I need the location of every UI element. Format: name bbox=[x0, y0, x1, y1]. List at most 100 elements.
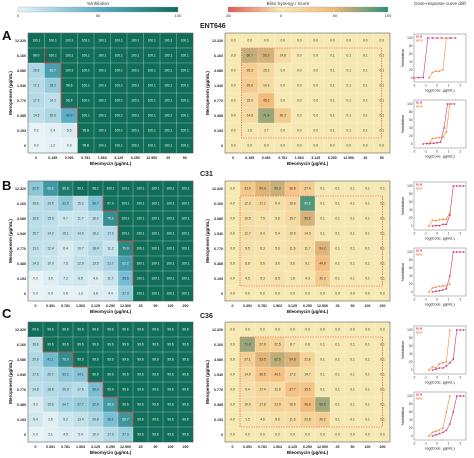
cell-value-label: 0.0 bbox=[231, 114, 236, 118]
cell-value-label: 34.1 bbox=[77, 373, 83, 377]
cell-value-label: 37.7 bbox=[289, 388, 295, 392]
cell-value-label: 3.7 bbox=[264, 129, 269, 133]
series-point bbox=[431, 369, 434, 371]
series-point bbox=[435, 367, 437, 369]
heatmap-frame bbox=[224, 321, 391, 443]
cell-value-label: 0.9 bbox=[67, 144, 72, 148]
series-point bbox=[441, 361, 444, 364]
panel-b-subtitle: C31 bbox=[200, 171, 213, 178]
synergy-boundary bbox=[102, 196, 134, 286]
cell-value-label: 0.0 bbox=[260, 328, 265, 332]
cell-value-label: 17.8 bbox=[259, 403, 265, 407]
series-point bbox=[422, 76, 425, 79]
cell-value-label: 15.1 bbox=[62, 232, 68, 236]
cell-value-label: 100.1 bbox=[49, 39, 57, 43]
bliss-tick-0: -50 bbox=[225, 13, 232, 18]
y-tick-label: 0 bbox=[24, 433, 26, 437]
series-line bbox=[432, 251, 464, 293]
cell-value-label: 0.1 bbox=[335, 247, 340, 251]
cell-value-label: 14.5 bbox=[33, 114, 39, 118]
x-axis-label: Bleomycin (µg/mL) bbox=[90, 450, 132, 455]
y-tick-label: 0 bbox=[411, 434, 413, 438]
y-tick-label: 0.770 bbox=[214, 99, 223, 103]
cell-value-label: 15.7 bbox=[32, 232, 38, 236]
x-tick-label: 0.781 bbox=[278, 156, 287, 160]
cell-value-label: 99.6 bbox=[152, 358, 158, 362]
series-point bbox=[445, 365, 448, 367]
cell-value-label: 99.6 bbox=[92, 373, 98, 377]
y-tick-label: 80 bbox=[409, 258, 413, 262]
inhibition-tick-2: 100 bbox=[175, 13, 182, 18]
cell-value-label: 0.0 bbox=[264, 39, 269, 43]
inhibition-legend-title: %Inhibition bbox=[87, 1, 110, 6]
y-tick-label: 0 bbox=[24, 144, 26, 148]
legend-entry: MEM bbox=[416, 331, 423, 335]
cell-value-label: 100.1 bbox=[131, 144, 139, 148]
cell-value-label: 0.0 bbox=[231, 129, 236, 133]
cell-value-label: 0.1 bbox=[365, 187, 370, 191]
y-tick-label: 20 bbox=[409, 282, 413, 286]
cell-value-label: 0.0 bbox=[230, 202, 235, 206]
y-tick-label: 80 bbox=[409, 44, 413, 48]
cell-value-label: 0.0 bbox=[314, 99, 319, 103]
cell-value-label: 27.1 bbox=[244, 358, 250, 362]
cell-value-label: 100.1 bbox=[98, 69, 106, 73]
cell-value-label: 15.0 bbox=[247, 99, 253, 103]
cell-value-label: 20.6 bbox=[33, 69, 39, 73]
cell-value-label: 71.8 bbox=[244, 343, 250, 347]
x-tick-label: 25 bbox=[166, 156, 170, 160]
cell-value-label: 0.1 bbox=[335, 358, 340, 362]
dose-response-5: 0 20 40 60 80 100 -2 -1 0 1 2 log(Conc. µg/mL) %Inhi… bbox=[401, 391, 467, 451]
cell-value-label: 0.0 bbox=[363, 39, 368, 43]
cell-value-label: 5.6 bbox=[260, 262, 265, 266]
cell-value-label: 99.6 bbox=[167, 358, 173, 362]
cell-value-label: 0.1 bbox=[363, 69, 368, 73]
x-tick-label: 0 bbox=[232, 445, 234, 449]
y-tick-label: 80 bbox=[409, 110, 413, 114]
cell-value-label: 99.6 bbox=[182, 358, 188, 362]
y-tick-label: 12.320 bbox=[15, 39, 26, 43]
series-point bbox=[438, 289, 441, 292]
x-tick-label: 3.125 bbox=[288, 304, 297, 308]
cell-value-label: 100.1 bbox=[122, 187, 130, 191]
series-point bbox=[455, 251, 458, 253]
cell-value-label: 100.1 bbox=[164, 39, 172, 43]
cell-value-label: 14.8 bbox=[32, 388, 38, 392]
cell-value-label: 99.6 bbox=[122, 343, 128, 347]
cell-value-label: 99.6 bbox=[77, 358, 83, 362]
cell-value-label: 0.1 bbox=[320, 388, 325, 392]
cell-value-label: 0.1 bbox=[335, 418, 340, 422]
y-tick-label: 0.385 bbox=[17, 262, 26, 266]
series-point bbox=[438, 285, 441, 288]
x-tick-label: -2 bbox=[413, 84, 416, 88]
cell-value-label: 0.0 bbox=[330, 39, 335, 43]
cell-value-label: 36.5 bbox=[259, 373, 265, 377]
cell-value-label: 17.2 bbox=[107, 232, 113, 236]
synergy-boundary bbox=[44, 48, 78, 138]
cell-value-label: 0.1 bbox=[350, 388, 355, 392]
cell-value-label: 18.4 bbox=[92, 247, 98, 251]
series-point bbox=[438, 429, 441, 431]
y-tick-label: 60 bbox=[409, 410, 413, 414]
y-axis-label: %Inhibition bbox=[401, 407, 405, 426]
y-tick-label: 0.193 bbox=[214, 277, 223, 281]
cell-value-label: 100.1 bbox=[181, 54, 189, 58]
cell-value-label: 0.1 bbox=[335, 217, 340, 221]
x-tick-label: 3.125 bbox=[91, 445, 100, 449]
cell-value-label: 100.1 bbox=[164, 129, 172, 133]
x-tick-label: 2 bbox=[459, 376, 461, 380]
cell-value-label: 99.6 bbox=[107, 373, 113, 377]
cell-value-label: 99.1 bbox=[77, 187, 83, 191]
cell-value-label: 100.1 bbox=[82, 99, 90, 103]
cell-value-label: 0.0 bbox=[314, 69, 319, 73]
cell-value-label: 100.1 bbox=[152, 277, 160, 281]
cell-value-label: 32.9 bbox=[92, 403, 98, 407]
plot-frame bbox=[413, 325, 467, 375]
x-tick-label: 2 bbox=[459, 150, 461, 154]
cell-value-label: 0.0 bbox=[297, 144, 302, 148]
x-tick-label: 0.195 bbox=[48, 156, 57, 160]
series-point bbox=[448, 329, 451, 332]
cell-value-label: 56.3 bbox=[263, 54, 269, 58]
y-axis-label: Meropenem (µg/mL) bbox=[205, 360, 210, 404]
cell-value-label: 9.4 bbox=[275, 202, 280, 206]
